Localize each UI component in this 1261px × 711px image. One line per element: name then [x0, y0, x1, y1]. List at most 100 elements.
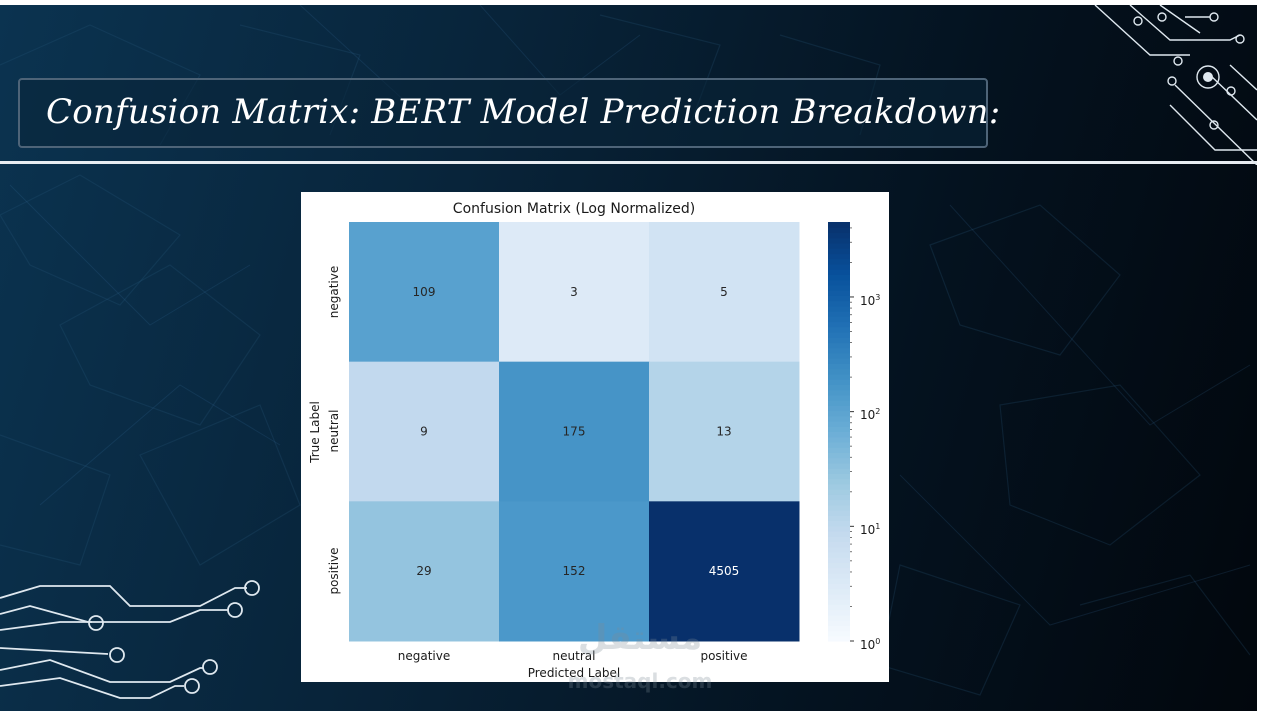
colorbar-segment — [828, 588, 850, 595]
colorbar-segment — [828, 635, 850, 642]
colorbar-segment — [828, 572, 850, 579]
colorbar-segment — [828, 431, 850, 438]
y-axis-label: True Label — [308, 401, 322, 463]
colorbar-segment — [828, 358, 850, 365]
colorbar-segment — [828, 546, 850, 553]
heatmap-cell — [649, 501, 800, 642]
colorbar-segment — [828, 373, 850, 380]
heatmap-cell — [499, 501, 650, 642]
colorbar-segment — [828, 520, 850, 527]
colorbar-segment — [828, 284, 850, 291]
colorbar-segment — [828, 326, 850, 333]
colorbar-segment — [828, 410, 850, 417]
colorbar-segment — [828, 525, 850, 532]
colorbar-segment — [828, 551, 850, 558]
slide-title: Confusion Matrix: BERT Model Prediction … — [46, 92, 1001, 132]
colorbar-segment — [828, 421, 850, 427]
cell-value-label: 109 — [413, 285, 436, 299]
cell-value-label: 13 — [716, 425, 731, 439]
x-axis-label: Predicted Label — [527, 666, 621, 680]
colorbar-segment — [828, 510, 850, 516]
cell-value-label: 152 — [563, 564, 586, 578]
colorbar-segment — [828, 342, 850, 349]
x-tick-label: negative — [397, 649, 451, 663]
colorbar-segment — [828, 337, 850, 344]
colorbar-segment — [828, 426, 850, 433]
colorbar-segment — [828, 567, 850, 574]
colorbar-segment — [828, 316, 850, 323]
heatmap-cell — [499, 361, 650, 502]
colorbar-segment — [828, 536, 850, 543]
colorbar-segment — [828, 614, 850, 621]
circuit-decoration-top-right — [1094, 5, 1257, 165]
colorbar-tick-label: 101 — [860, 522, 881, 537]
colorbar-segment — [828, 331, 850, 338]
x-tick-label: neutral — [552, 649, 596, 663]
colorbar-segment — [828, 379, 850, 385]
colorbar-segment — [828, 347, 850, 354]
cell-value-label: 4505 — [709, 564, 740, 578]
y-tick-label: negative — [327, 265, 341, 319]
colorbar-segment — [828, 352, 850, 359]
colorbar-segment — [828, 447, 850, 454]
y-tick-label: neutral — [327, 409, 341, 453]
colorbar-segment — [828, 295, 850, 302]
colorbar-tick-label: 102 — [860, 407, 881, 422]
x-tick-label: positive — [700, 649, 748, 663]
colorbar-segment — [828, 452, 850, 459]
heatmap-cell — [349, 501, 500, 642]
heatmap-cell — [499, 222, 650, 363]
colorbar-segment — [828, 499, 850, 506]
colorbar-segment — [828, 269, 850, 275]
colorbar-segment — [828, 515, 850, 522]
colorbar-segment — [828, 405, 850, 412]
colorbar-segment — [828, 321, 850, 328]
colorbar-segment — [828, 253, 850, 260]
colorbar-segment — [828, 599, 850, 605]
colorbar-segment — [828, 394, 850, 401]
heatmap-cell — [349, 361, 500, 502]
colorbar-segment — [828, 300, 850, 307]
cell-value-label: 3 — [570, 285, 578, 299]
title-box: Confusion Matrix: BERT Model Prediction … — [18, 78, 1000, 148]
cell-value-label: 29 — [416, 564, 431, 578]
chart-title: Confusion Matrix (Log Normalized) — [452, 201, 696, 217]
colorbar-segment — [828, 557, 850, 564]
heatmap-cell — [349, 222, 500, 363]
heatmap-cell — [649, 361, 800, 502]
cell-value-label: 5 — [720, 285, 728, 299]
colorbar-tick-label: 103 — [860, 293, 881, 308]
title-divider — [0, 161, 1257, 164]
colorbar-segment — [828, 541, 850, 548]
colorbar-segment — [828, 578, 850, 584]
colorbar-segment — [828, 593, 850, 600]
colorbar-segment — [828, 237, 850, 244]
colorbar-segment — [828, 274, 850, 281]
colorbar-segment — [828, 462, 850, 469]
colorbar-segment — [828, 441, 850, 448]
colorbar-segment — [828, 620, 850, 626]
colorbar-segment — [828, 368, 850, 375]
colorbar-segment — [828, 222, 850, 228]
colorbar-segment — [828, 389, 850, 396]
colorbar-segment — [828, 457, 850, 464]
colorbar-segment — [828, 279, 850, 286]
colorbar-segment — [828, 242, 850, 249]
colorbar-segment — [828, 562, 850, 569]
colorbar-segment — [828, 473, 850, 480]
colorbar-segment — [828, 400, 850, 406]
colorbar-segment — [828, 227, 850, 234]
circuit-decoration-bottom-left — [0, 580, 260, 699]
colorbar-segment — [828, 232, 850, 239]
colorbar-segment — [828, 583, 850, 590]
colorbar-segment — [828, 290, 850, 296]
colorbar-segment — [828, 531, 850, 537]
colorbar-segment — [828, 625, 850, 632]
colorbar-segment — [828, 504, 850, 511]
heatmap-cell — [649, 222, 800, 363]
colorbar-segment — [828, 311, 850, 317]
colorbar-segment — [828, 604, 850, 611]
colorbar-segment — [828, 494, 850, 501]
cell-value-label: 175 — [563, 425, 586, 439]
